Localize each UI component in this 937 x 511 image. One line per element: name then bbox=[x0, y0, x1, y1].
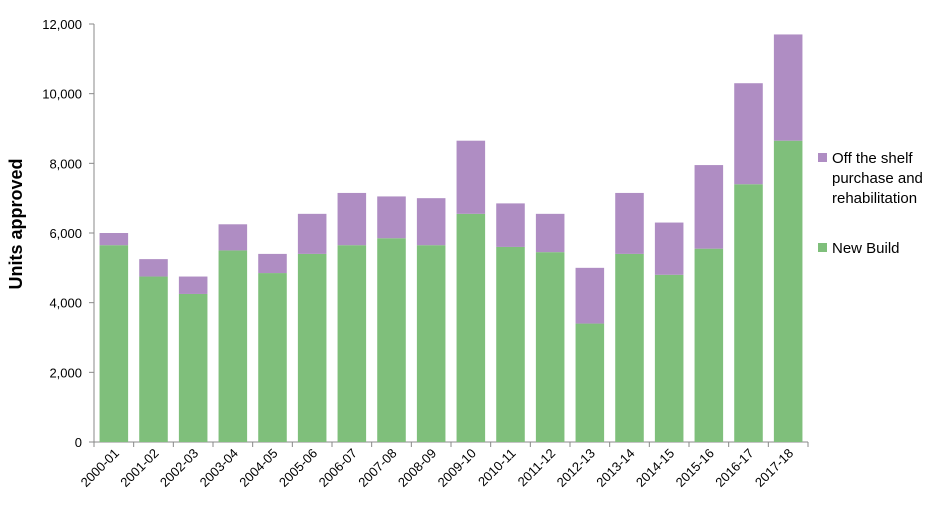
bar-off-the-shelf bbox=[496, 203, 525, 247]
bar-off-the-shelf bbox=[416, 198, 446, 246]
legend: Off the shelf purchase and rehabilitation N… bbox=[818, 150, 923, 257]
legend-swatch bbox=[818, 243, 827, 252]
bar-new-build bbox=[575, 323, 605, 442]
y-tick-label: 0 bbox=[75, 435, 82, 450]
bar-off-the-shelf bbox=[575, 267, 605, 324]
legend-label: Off the shelf purchase and rehabilitation bbox=[832, 150, 923, 207]
bar-off-the-shelf bbox=[337, 192, 367, 246]
bar-off-the-shelf bbox=[99, 233, 129, 246]
y-tick-label: 10,000 bbox=[42, 87, 82, 102]
x-tick-label: 2012-13 bbox=[554, 446, 598, 490]
y-axis-ticks: 0 2,000 4,000 6,000 8,000 10,000 12,000 bbox=[42, 17, 94, 450]
bar-off-the-shelf bbox=[258, 253, 287, 274]
bar-off-the-shelf bbox=[377, 196, 406, 239]
plot-area: 0 2,000 4,000 6,000 8,000 10,000 12,000 2000-0… bbox=[42, 17, 809, 490]
bar-off-the-shelf bbox=[734, 83, 763, 185]
x-tick-label: 2007-08 bbox=[355, 446, 399, 490]
bar-new-build bbox=[178, 293, 208, 442]
bar-new-build bbox=[258, 273, 287, 442]
legend-label: New Build bbox=[832, 240, 900, 257]
bar-new-build bbox=[654, 274, 684, 442]
bar-off-the-shelf bbox=[218, 224, 248, 251]
bar-off-the-shelf bbox=[694, 165, 724, 249]
x-tick-label: 2003-04 bbox=[197, 446, 241, 490]
y-tick-label: 6,000 bbox=[49, 226, 82, 241]
bar-new-build bbox=[694, 248, 724, 442]
x-tick-label: 2010-11 bbox=[475, 446, 519, 490]
bar-off-the-shelf bbox=[615, 192, 644, 254]
x-axis-ticks: 2000-012001-022002-032003-042004-052005-… bbox=[78, 442, 809, 490]
y-tick-label: 8,000 bbox=[49, 156, 82, 171]
bar-off-the-shelf bbox=[773, 34, 803, 141]
y-tick-label: 4,000 bbox=[49, 296, 82, 311]
bar-new-build bbox=[99, 245, 129, 442]
x-tick-label: 2011-12 bbox=[515, 446, 559, 490]
bar-new-build bbox=[416, 245, 446, 442]
bars bbox=[99, 34, 803, 443]
y-axis-title: Units approved bbox=[6, 158, 26, 289]
bar-new-build bbox=[456, 213, 486, 442]
legend-swatch bbox=[818, 153, 827, 162]
bar-new-build bbox=[535, 252, 565, 442]
x-tick-label: 2013-14 bbox=[593, 446, 637, 490]
bar-new-build bbox=[496, 246, 525, 442]
bar-new-build bbox=[139, 276, 168, 442]
bar-off-the-shelf bbox=[178, 276, 208, 294]
x-tick-label: 2001-02 bbox=[117, 446, 161, 490]
bar-new-build bbox=[734, 184, 763, 442]
x-tick-label: 2002-03 bbox=[157, 446, 201, 490]
bar-off-the-shelf bbox=[139, 259, 168, 277]
bar-new-build bbox=[377, 238, 406, 442]
bar-new-build bbox=[218, 250, 248, 442]
x-tick-label: 2014-15 bbox=[633, 446, 677, 490]
x-tick-label: 2017-18 bbox=[752, 446, 796, 490]
bar-new-build bbox=[297, 253, 327, 442]
x-tick-label: 2004-05 bbox=[236, 446, 280, 490]
x-tick-label: 2008-09 bbox=[395, 446, 439, 490]
bar-off-the-shelf bbox=[456, 140, 486, 214]
bar-new-build bbox=[773, 140, 803, 443]
x-tick-label: 2005-06 bbox=[276, 446, 320, 490]
x-tick-label: 2015-16 bbox=[673, 446, 717, 490]
bar-off-the-shelf bbox=[297, 213, 327, 254]
bar-new-build bbox=[337, 245, 367, 442]
bar-off-the-shelf bbox=[654, 222, 684, 275]
bar-new-build bbox=[615, 253, 644, 442]
bar-off-the-shelf bbox=[535, 213, 565, 253]
y-tick-label: 2,000 bbox=[49, 365, 82, 380]
x-tick-label: 2000-01 bbox=[78, 446, 122, 490]
x-tick-label: 2006-07 bbox=[316, 446, 360, 490]
y-tick-label: 12,000 bbox=[42, 17, 82, 32]
x-tick-label: 2009-10 bbox=[435, 446, 479, 490]
x-tick-label: 2016-17 bbox=[712, 446, 756, 490]
